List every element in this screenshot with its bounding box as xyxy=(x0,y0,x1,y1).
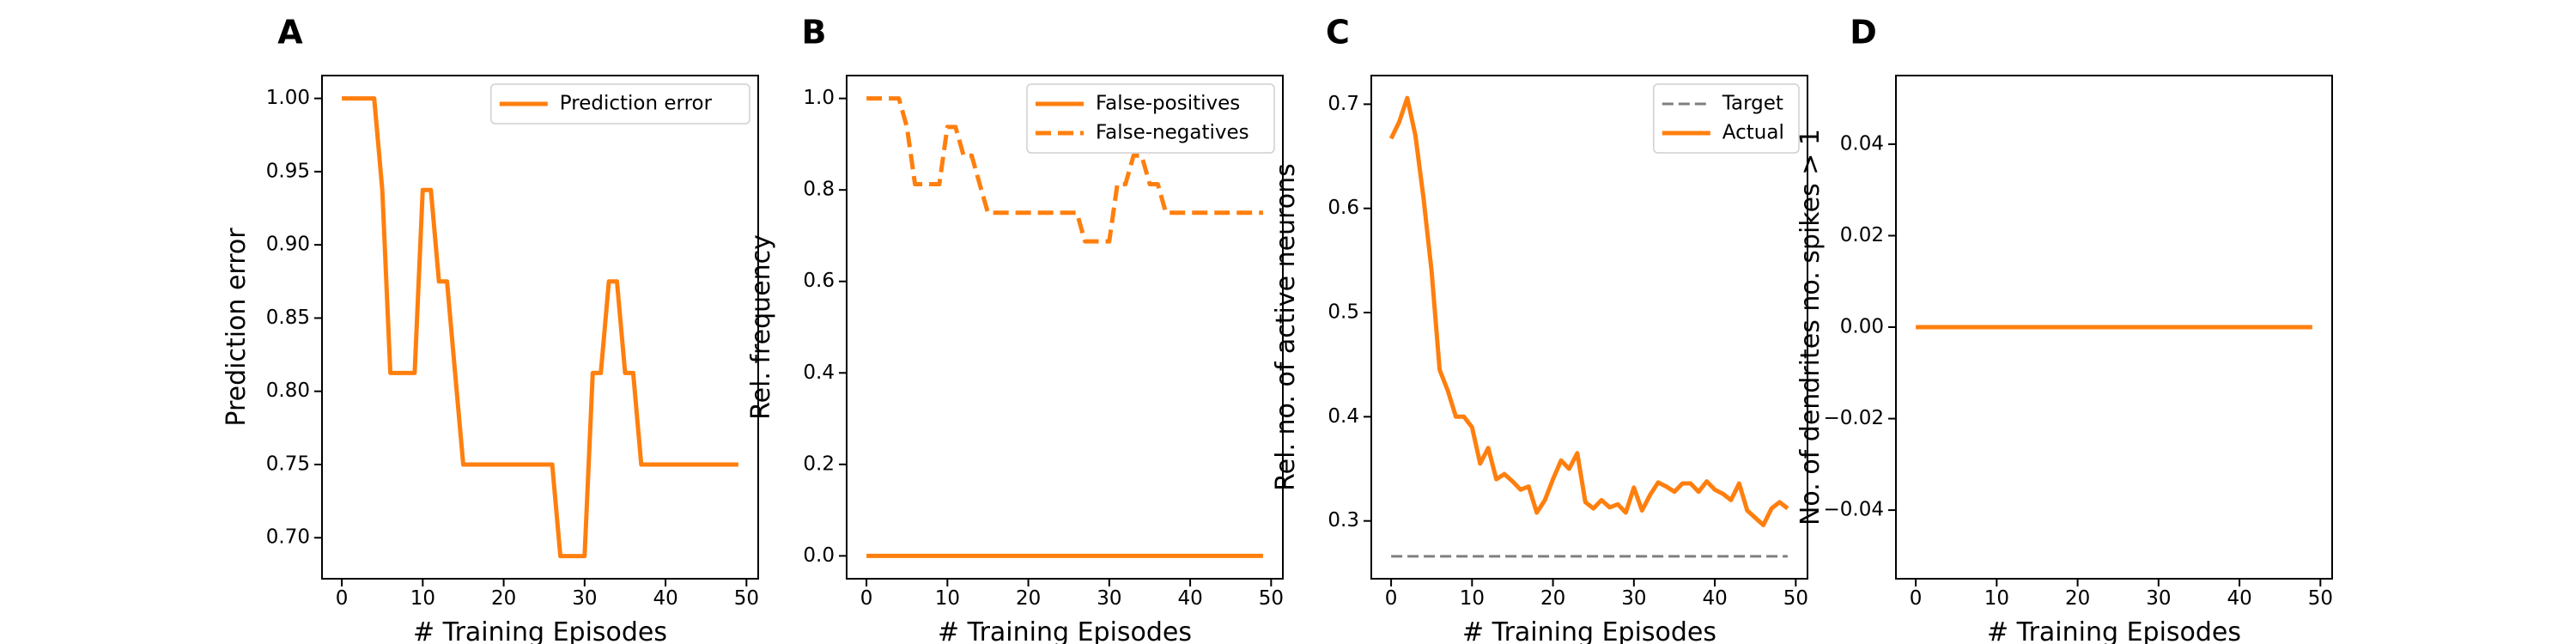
y-tick-label: 0.02 xyxy=(1840,224,1884,246)
x-tick-label: 20 xyxy=(491,587,516,610)
series-line-false-negatives xyxy=(866,96,1263,244)
panel-b: B 0 10 20 30 40 50 0.0 0.2 0.4 0.6 0.8 1.0 # Training… xyxy=(746,14,1284,644)
x-tick-label: 40 xyxy=(1177,587,1202,610)
y-tick-label: 0.95 xyxy=(266,160,310,182)
x-tick-label: 10 xyxy=(1460,587,1485,610)
y-axis-label: No. of dendrites no. spikes > 1 xyxy=(1795,129,1826,526)
x-tick-label: 30 xyxy=(572,587,597,610)
y-axis-label: Rel. frequency xyxy=(746,234,776,420)
legend-label: Target xyxy=(1722,93,1783,115)
y-tick-label: 0.8 xyxy=(803,179,835,201)
y-tick-label: 0.4 xyxy=(1327,405,1359,428)
panel-c: C 0 10 20 30 40 50 0.3 0.4 0.5 0.6 0.7 # Training Ep… xyxy=(1271,14,1808,644)
y-axis-label: Prediction error xyxy=(222,228,252,427)
y-tick-label: 0.04 xyxy=(1840,132,1884,155)
y-tick-label: 0.3 xyxy=(1327,509,1359,532)
y-tick-label: 0.00 xyxy=(1840,316,1884,338)
x-tick-label: 20 xyxy=(1540,587,1565,610)
x-tick-label: 50 xyxy=(1783,587,1808,610)
panel-a: A 0 10 20 30 40 50 0.70 0.75 0.80 0.85 0.90 0.95 1.00… xyxy=(222,14,759,644)
x-tick-label: 40 xyxy=(2227,587,2251,610)
x-tick-label: 40 xyxy=(1702,587,1727,610)
y-tick-label: 0.75 xyxy=(266,453,310,475)
y-tick-label: 0.6 xyxy=(803,270,835,292)
y-tick-label: 0.2 xyxy=(803,453,835,475)
legend-box xyxy=(490,83,750,125)
plot-frame xyxy=(321,75,759,580)
x-tick-label: 10 xyxy=(1984,587,2009,610)
x-axis-label: # Training Episodes xyxy=(413,617,667,644)
legend-label: Prediction error xyxy=(560,93,713,115)
panel-d: D 0 10 20 30 40 50 −0.04 −0.02 0.00 0.02 0.04 # Trai… xyxy=(1795,14,2333,644)
x-tick-label: 50 xyxy=(2308,587,2333,610)
x-axis-label: # Training Episodes xyxy=(1462,617,1716,644)
legend: Prediction error xyxy=(490,83,750,125)
series-line-actual xyxy=(1388,95,1789,527)
legend-box xyxy=(1653,83,1800,154)
y-tick-label: 0.6 xyxy=(1327,197,1359,219)
y-tick-label: 0.5 xyxy=(1327,301,1359,324)
y-tick-label: 0.0 xyxy=(803,544,835,567)
x-tick-label: 30 xyxy=(1097,587,1121,610)
x-tick-label: 20 xyxy=(1016,587,1041,610)
x-tick-label: 40 xyxy=(653,587,677,610)
y-tick-label: −0.02 xyxy=(1824,407,1884,429)
x-tick-label: 50 xyxy=(734,587,759,610)
legend-label: False-negatives xyxy=(1096,122,1249,144)
x-tick-label: 30 xyxy=(1621,587,1646,610)
y-tick-label: 0.7 xyxy=(1327,93,1359,115)
x-tick-label: 20 xyxy=(2065,587,2090,610)
y-tick-label: 0.4 xyxy=(803,361,835,384)
x-tick-label: 30 xyxy=(2146,587,2171,610)
x-tick-label: 0 xyxy=(1910,587,1923,610)
x-axis-label: # Training Episodes xyxy=(938,617,1192,644)
x-tick-label: 10 xyxy=(410,587,435,610)
series-line-prediction-error xyxy=(342,96,738,559)
y-tick-label: −0.04 xyxy=(1824,499,1884,521)
y-tick-label: 0.80 xyxy=(266,380,310,402)
legend: False-positives False-negatives xyxy=(1026,83,1275,154)
y-tick-label: 1.0 xyxy=(803,87,835,109)
x-tick-label: 0 xyxy=(1385,587,1398,610)
x-tick-label: 50 xyxy=(1259,587,1284,610)
plot-frame xyxy=(1370,75,1808,580)
legend: Target Actual xyxy=(1653,83,1800,154)
y-axis-label: Rel. no. of active neurons xyxy=(1271,163,1301,491)
x-tick-label: 0 xyxy=(336,587,349,610)
panel-letter: B xyxy=(802,14,827,52)
panel-letter: D xyxy=(1850,14,1877,52)
legend-label: Actual xyxy=(1722,122,1784,144)
y-tick-label: 0.85 xyxy=(266,307,310,329)
legend-label: False-positives xyxy=(1096,93,1240,115)
y-tick-label: 0.70 xyxy=(266,526,310,549)
panel-letter: C xyxy=(1326,14,1350,52)
panel-letter: A xyxy=(277,14,303,52)
x-axis-label: # Training Episodes xyxy=(1987,617,2241,644)
plot-frame xyxy=(846,75,1284,580)
y-tick-label: 1.00 xyxy=(266,87,310,109)
legend-box xyxy=(1026,83,1275,154)
y-tick-label: 0.90 xyxy=(266,234,310,256)
x-tick-label: 0 xyxy=(860,587,873,610)
x-tick-label: 10 xyxy=(935,587,960,610)
